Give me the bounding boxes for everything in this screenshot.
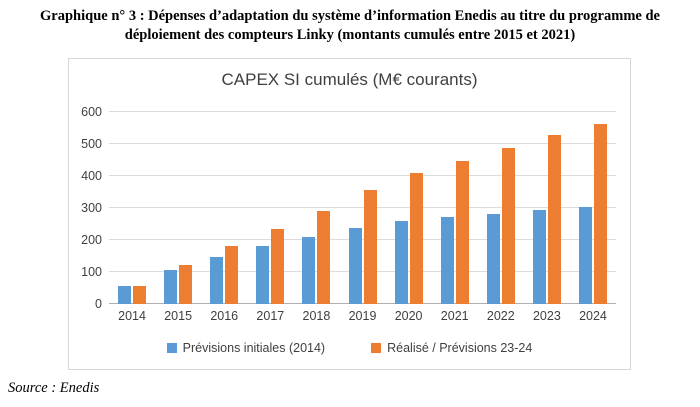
- legend-label-previsions: Prévisions initiales (2014): [182, 341, 326, 355]
- bar-series-1-2021: [455, 160, 469, 304]
- bar-group: [339, 112, 385, 304]
- legend-swatch-blue-icon: [166, 343, 177, 353]
- gridline: [109, 239, 616, 240]
- bar-series-0-2019: [348, 228, 362, 304]
- bar-group: [293, 112, 339, 304]
- x-tick-label: 2021: [440, 309, 469, 323]
- x-tick-label: 2022: [486, 309, 515, 323]
- legend-item-previsions: Prévisions initiales (2014): [166, 341, 326, 355]
- bar-series-1-2018: [317, 210, 331, 304]
- x-axis-line: [109, 303, 616, 304]
- y-axis: 0 100 200 300 400 500 600: [75, 105, 109, 311]
- bar-group: [524, 112, 570, 304]
- legend-label-realise: Réalisé / Prévisions 23-24: [387, 341, 533, 355]
- bar-series-1-2022: [501, 148, 515, 304]
- bar-series-0-2018: [302, 237, 316, 304]
- bar-group: [247, 112, 293, 304]
- y-tick-label: 100: [81, 265, 102, 279]
- y-tick-label: 500: [81, 137, 102, 151]
- bar-series-0-2017: [256, 246, 270, 304]
- bar-group: [201, 112, 247, 304]
- bar-series-0-2023: [532, 209, 546, 304]
- gridline: [109, 271, 616, 272]
- bar-series-0-2016: [210, 256, 224, 304]
- bar-series-0-2024: [578, 207, 592, 304]
- y-tick-label: 0: [95, 297, 102, 311]
- chart-legend: Prévisions initiales (2014) Réalisé / Pr…: [69, 341, 630, 355]
- bar-series-0-2020: [394, 221, 408, 304]
- plot-area: [109, 111, 616, 304]
- x-tick-label: 2024: [579, 309, 607, 323]
- bar-group: [570, 112, 616, 304]
- bar-group: [155, 112, 201, 304]
- chart-panel: CAPEX SI cumulés (M€ courants) 0 100 200 30…: [68, 58, 631, 370]
- chart-title: CAPEX SI cumulés (M€ courants): [221, 70, 478, 89]
- x-tick-label: 2020: [394, 309, 423, 323]
- bar-series-0-2021: [440, 216, 454, 304]
- x-tick-label: 2023: [532, 309, 561, 323]
- bar-series-1-2014: [133, 285, 147, 304]
- y-tick-label: 600: [81, 105, 102, 119]
- legend-item-realise: Réalisé / Prévisions 23-24: [371, 341, 532, 355]
- x-tick-label: 2016: [210, 309, 239, 323]
- source-note: Source : Enedis: [8, 380, 100, 396]
- figure-caption: Graphique n° 3 : Dépenses d’adaptation d…: [40, 8, 660, 43]
- x-tick-label: 2017: [256, 309, 285, 323]
- y-tick-label: 400: [81, 169, 102, 183]
- bar-series-1-2023: [547, 134, 561, 304]
- x-tick-label: 2015: [164, 309, 193, 323]
- bar-series-1-2017: [271, 229, 285, 304]
- gridline: [109, 175, 616, 176]
- bar-series-0-2015: [164, 270, 178, 304]
- bar-group: [386, 112, 432, 304]
- legend-swatch-orange-icon: [371, 343, 382, 353]
- bar-group: [109, 112, 155, 304]
- bar-groups: [109, 112, 616, 304]
- gridline: [109, 143, 616, 144]
- plot-column: 2014 2015 2016 2017 2018 2019 2020 2021 2022 2023…: [109, 111, 616, 323]
- bar-series-1-2016: [225, 246, 239, 304]
- x-tick-label: 2018: [302, 309, 331, 323]
- plot-row: 0 100 200 300 400 500 600 2014 2015 2016 2017 2018…: [75, 105, 616, 323]
- y-tick-label: 200: [81, 233, 102, 247]
- gridline: [109, 207, 616, 208]
- bar-series-1-2020: [409, 173, 423, 304]
- x-tick-label: 2019: [348, 309, 377, 323]
- bar-series-1-2015: [179, 264, 193, 304]
- bar-group: [478, 112, 524, 304]
- x-tick-label: 2014: [118, 309, 146, 323]
- gridline: [109, 111, 616, 112]
- bar-series-0-2022: [486, 213, 500, 304]
- bar-group: [432, 112, 478, 304]
- x-axis: 2014 2015 2016 2017 2018 2019 2020 2021 2022 2023…: [109, 309, 616, 323]
- y-tick-label: 300: [81, 201, 102, 215]
- bar-series-0-2014: [118, 285, 132, 304]
- bar-series-1-2024: [593, 124, 607, 304]
- bar-series-1-2019: [363, 189, 377, 304]
